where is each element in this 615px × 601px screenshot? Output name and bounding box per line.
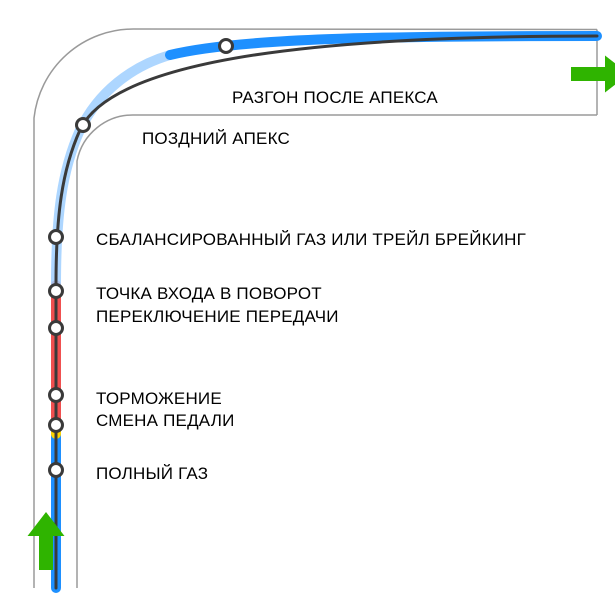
exit-arrow-icon bbox=[571, 56, 615, 93]
zone-trail-braking bbox=[56, 55, 170, 285]
marker-trail bbox=[50, 231, 63, 244]
marker-turn-in bbox=[50, 285, 63, 298]
marker-gear bbox=[50, 322, 63, 335]
zone-acceleration-exit bbox=[170, 36, 597, 55]
marker-full-throttle bbox=[50, 464, 63, 477]
label-gear: ПЕРЕКЛЮЧЕНИЕ ПЕРЕДАЧИ bbox=[96, 307, 339, 327]
label-trail: СБАЛАНСИРОВАННЫЙ ГАЗ ИЛИ ТРЕЙЛ БРЕЙКИНГ bbox=[96, 230, 526, 250]
label-apex: ПОЗДНИЙ АПЕКС bbox=[142, 129, 290, 149]
label-accel: РАЗГОН ПОСЛЕ АПЕКСА bbox=[232, 88, 438, 108]
marker-apex bbox=[77, 119, 90, 132]
marker-accel bbox=[220, 40, 233, 53]
marker-braking bbox=[50, 389, 63, 402]
label-pedal: СМЕНА ПЕДАЛИ bbox=[96, 411, 234, 431]
label-turnin: ТОЧКА ВХОДА В ПОВОРОТ bbox=[96, 284, 322, 304]
marker-pedal-change bbox=[50, 419, 63, 432]
track-inner-edge bbox=[77, 115, 597, 588]
label-full: ПОЛНЫЙ ГАЗ bbox=[96, 464, 208, 484]
label-brake: ТОРМОЖЕНИЕ bbox=[96, 389, 222, 409]
racing-line-diagram: РАЗГОН ПОСЛЕ АПЕКСА ПОЗДНИЙ АПЕКС СБАЛАНСИ… bbox=[0, 0, 615, 601]
